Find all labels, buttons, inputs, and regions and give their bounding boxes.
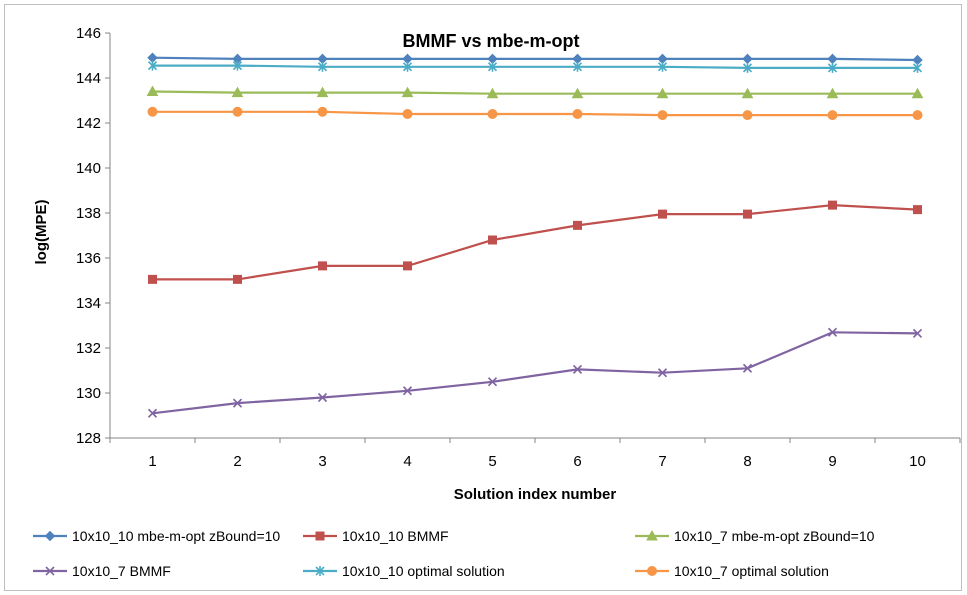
- data-point: [827, 327, 838, 337]
- x-tick-label: 1: [148, 453, 156, 470]
- series-line: [152, 331, 918, 415]
- line-chart: BMMF vs mbe-m-opt log(MPE) Solution inde…: [4, 4, 962, 591]
- data-point: [232, 60, 243, 71]
- x-axis-label: Solution index number: [454, 486, 617, 503]
- series-line: [152, 64, 918, 70]
- series-6: [147, 106, 923, 121]
- data-point: [741, 87, 754, 99]
- data-point: [487, 61, 498, 72]
- y-tick-label: 142: [76, 115, 101, 132]
- y-tick-label: 128: [76, 430, 101, 447]
- series-4: [147, 327, 923, 418]
- x-tick-label: 3: [318, 453, 326, 470]
- data-point: [742, 110, 753, 121]
- data-point: [231, 86, 244, 98]
- data-point: [316, 86, 329, 98]
- data-point: [657, 368, 668, 378]
- data-point: [317, 392, 328, 403]
- data-point: [826, 87, 839, 99]
- data-point: [571, 87, 584, 99]
- data-point: [402, 109, 413, 119]
- data-point: [487, 109, 498, 119]
- chart-title: BMMF vs mbe-m-opt: [403, 31, 580, 51]
- data-point: [402, 61, 413, 72]
- data-point: [488, 235, 497, 245]
- data-point: [912, 328, 923, 338]
- chart-frame: BMMF vs mbe-m-opt log(MPE) Solution inde…: [4, 4, 962, 591]
- x-tick-label: 5: [488, 453, 496, 470]
- series-3: [146, 85, 924, 99]
- data-point: [402, 386, 413, 396]
- data-point: [827, 62, 838, 73]
- x-tick-label: 2: [233, 453, 241, 470]
- data-point: [147, 408, 158, 418]
- x-tick-label: 6: [573, 453, 581, 470]
- series-line: [152, 110, 918, 117]
- series-line: [152, 203, 918, 281]
- data-point: [912, 62, 923, 73]
- y-tick-label: 134: [76, 295, 101, 312]
- data-point: [401, 86, 414, 98]
- data-point: [318, 261, 327, 271]
- y-tick-label: 136: [76, 250, 101, 267]
- x-tick-label: 7: [658, 453, 666, 470]
- data-point: [827, 110, 838, 121]
- y-tick-label: 144: [76, 70, 101, 87]
- y-axis-label: log(MPE): [33, 200, 50, 265]
- data-point: [572, 364, 583, 374]
- series-5: [147, 60, 923, 73]
- data-point: [317, 61, 328, 72]
- y-tick-label: 132: [76, 340, 101, 357]
- data-point: [317, 106, 328, 117]
- data-point: [147, 60, 158, 71]
- data-point: [572, 61, 583, 72]
- data-point: [742, 363, 753, 373]
- series-layer: [146, 52, 924, 418]
- data-point: [572, 109, 583, 119]
- data-point: [913, 205, 922, 215]
- data-point: [743, 209, 752, 219]
- y-tick-label: 138: [76, 205, 101, 222]
- data-point: [147, 106, 158, 117]
- data-point: [487, 377, 498, 387]
- data-point: [146, 85, 159, 96]
- y-tick-label: 146: [76, 25, 101, 42]
- series-1: [147, 52, 923, 66]
- data-point: [828, 200, 837, 210]
- y-tick-label: 130: [76, 385, 101, 402]
- data-point: [233, 274, 242, 284]
- data-point: [656, 87, 669, 99]
- series-line: [152, 56, 918, 62]
- data-point: [742, 62, 753, 73]
- x-tick-label: 8: [743, 453, 751, 470]
- y-tick-label: 140: [76, 160, 101, 177]
- data-point: [911, 87, 924, 99]
- data-point: [486, 87, 499, 99]
- x-tick-label: 10: [909, 453, 926, 470]
- data-point: [657, 110, 668, 121]
- series-line: [152, 90, 918, 95]
- data-point: [232, 106, 243, 117]
- data-point: [148, 274, 157, 284]
- data-point: [573, 220, 582, 230]
- x-tick-label: 4: [403, 453, 411, 470]
- axes: 128 130 132 134 136 138 140 142 144 146 1 2 3 4 5 6 7 8 9 1…: [76, 25, 961, 470]
- data-point: [912, 110, 923, 121]
- chart-border: [4, 4, 962, 591]
- data-point: [658, 209, 667, 219]
- x-tick-label: 9: [828, 453, 836, 470]
- data-point: [657, 61, 668, 72]
- data-point: [403, 261, 412, 271]
- series-2: [148, 200, 922, 284]
- data-point: [232, 398, 243, 408]
